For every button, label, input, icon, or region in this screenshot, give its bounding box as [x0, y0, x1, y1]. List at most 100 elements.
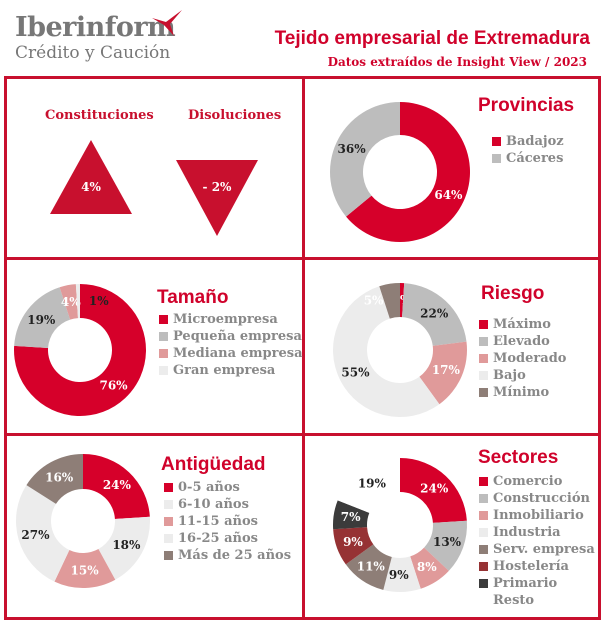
legend-item: Primario: [479, 575, 595, 592]
page-title: Tejido empresarial de Extremadura: [274, 28, 590, 49]
legend-item: Gran empresa: [159, 362, 303, 379]
antiguedad-data-label: 18%: [112, 538, 141, 552]
tamano-slice: [14, 287, 71, 348]
legend-label: Máximo: [493, 317, 551, 332]
legend-item: Hostelería: [479, 558, 595, 575]
sectores-slice: [424, 520, 467, 571]
riesgo-slice: [419, 341, 467, 405]
legend-swatch: [479, 388, 488, 397]
legend-swatch: [159, 349, 168, 358]
tamano-legend: Microempresa Pequeña empresa Mediana empre…: [159, 311, 303, 379]
legend-label: Moderado: [493, 351, 567, 366]
sectores-slice: [410, 547, 449, 589]
legend-item: Microempresa: [159, 311, 303, 328]
legend-label: 0-5 años: [178, 480, 240, 495]
legend-label: Resto: [493, 593, 535, 608]
provincias-data-label: 36%: [338, 142, 367, 156]
legend-label: Inmobiliario: [493, 508, 584, 523]
legend-swatch: [479, 596, 488, 605]
antiguedad-data-label: 27%: [21, 528, 50, 542]
sectores-data-label: 9%: [343, 535, 363, 549]
riesgo-legend: Máximo Elevado Moderado Bajo Mínimo: [479, 316, 566, 401]
provincias-slice: [330, 102, 400, 217]
legend-label: 16-25 años: [178, 531, 258, 546]
tamano-data-label: 1%: [89, 294, 109, 308]
legend-item: Máximo: [479, 316, 566, 333]
legend-label: Primario: [493, 576, 558, 591]
legend-swatch: [164, 483, 173, 492]
sectores-data-label: 19%: [358, 477, 387, 491]
legend-swatch: [479, 371, 488, 380]
legend-item: Mediana empresa: [159, 345, 303, 362]
sectores-data-label: 13%: [433, 535, 462, 549]
legend-label: Microempresa: [173, 312, 278, 327]
legend-item: Más de 25 años: [164, 547, 291, 564]
divider: [302, 76, 305, 620]
legend-label: Mínimo: [493, 385, 550, 400]
legend-label: Serv. empresa: [493, 542, 595, 557]
antiguedad-slice: [54, 549, 116, 588]
provincias-title: Provincias: [478, 95, 575, 116]
sectores-slice: [333, 527, 374, 565]
tamano-slice: [59, 284, 78, 320]
constituciones-value: 4%: [81, 180, 101, 194]
sectores-slice: [337, 457, 400, 513]
riesgo-slice: [400, 283, 405, 318]
legend-label: Pequeña empresa: [173, 329, 302, 344]
provincias-legend: Badajoz Cáceres: [492, 133, 564, 167]
sectores-data-label: 7%: [341, 510, 361, 524]
legend-label: Cáceres: [506, 151, 564, 166]
antiguedad-slice: [15, 485, 70, 582]
riesgo-slice: [333, 286, 440, 417]
sectores-data-label: 11%: [357, 559, 386, 573]
sectores-slice: [383, 556, 421, 592]
legend-item: Moderado: [479, 350, 566, 367]
legend-label: 11-15 años: [178, 514, 258, 529]
tamano-slice: [14, 284, 147, 416]
legend-swatch: [479, 562, 488, 571]
legend-swatch: [479, 494, 488, 503]
legend-item: 16-25 años: [164, 530, 291, 547]
antiguedad-legend: 0-5 años 6-10 años 11-15 años 16-25 años Más…: [164, 479, 291, 564]
disoluciones-label: Disoluciones: [188, 108, 282, 123]
legend-item: Inmobiliario: [479, 507, 595, 524]
legend-label: Badajoz: [506, 134, 564, 149]
legend-label: Hostelería: [493, 559, 569, 574]
legend-swatch: [479, 320, 488, 329]
riesgo-slice: [402, 283, 467, 346]
sectores-data-label: 8%: [417, 560, 437, 574]
legend-label: Más de 25 años: [178, 548, 292, 563]
legend-item: Bajo: [479, 367, 566, 384]
legend-swatch: [164, 534, 173, 543]
sectores-slice: [345, 544, 392, 590]
riesgo-data-label: 17%: [432, 363, 461, 377]
legend-swatch: [492, 137, 501, 146]
logo-mark-icon: [152, 10, 182, 36]
antiguedad-data-label: 16%: [45, 471, 74, 485]
logo-name: Iberinform: [15, 12, 176, 43]
triangle-down-icon: [176, 160, 258, 236]
legend-item: Comercio: [479, 473, 595, 490]
triangle-up-icon: [50, 140, 132, 214]
antiguedad-data-label: 24%: [103, 478, 132, 492]
legend-item: 0-5 años: [164, 479, 291, 496]
legend-item: Mínimo: [479, 384, 566, 401]
legend-item: Elevado: [479, 333, 566, 350]
legend-item: Resto: [479, 592, 595, 609]
legend-item: Cáceres: [492, 150, 564, 167]
sectores-data-label: 24%: [420, 482, 449, 496]
legend-item: Pequeña empresa: [159, 328, 303, 345]
riesgo-data-label: 5%: [364, 294, 384, 308]
legend-item: 6-10 años: [164, 496, 291, 513]
antiguedad-title: Antigüedad: [161, 454, 266, 475]
legend-swatch: [479, 477, 488, 486]
legend-label: Industria: [493, 525, 561, 540]
legend-label: Comercio: [493, 474, 563, 489]
legend-label: Elevado: [493, 334, 550, 349]
antiguedad-slice: [26, 454, 83, 504]
legend-label: 6-10 años: [178, 497, 249, 512]
provincias-data-label: 64%: [434, 188, 463, 202]
legend-label: Construcción: [493, 491, 590, 506]
